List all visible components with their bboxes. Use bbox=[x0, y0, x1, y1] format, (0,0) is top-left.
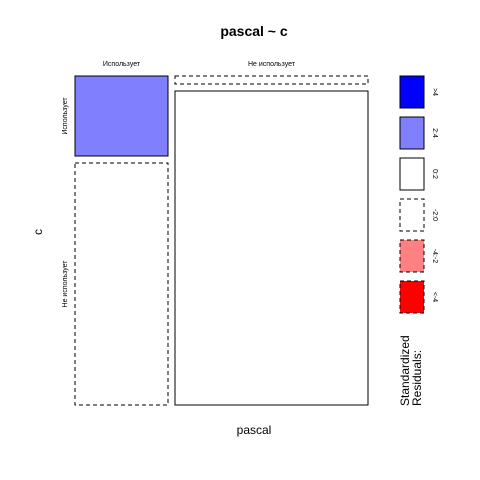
legend-label-4: -2:0 bbox=[431, 209, 438, 221]
x-tick-label-2: Не использует bbox=[248, 61, 296, 68]
y-tick-label-1: Использует bbox=[62, 97, 69, 135]
legend-swatch-2 bbox=[399, 116, 425, 150]
y-tick-label-2: Не использует bbox=[62, 260, 69, 308]
y-tick-labels: Использует Не использует bbox=[62, 97, 69, 308]
legend: >4 2:4 0:2 -2:0 -4:-2 <-4 bbox=[399, 75, 438, 314]
chart-title: pascal ~ c bbox=[220, 23, 288, 39]
legend-swatch-1 bbox=[399, 75, 425, 109]
legend-swatch-3 bbox=[399, 157, 425, 191]
legend-swatch-5 bbox=[399, 239, 425, 273]
legend-title-line-2: Residuals: bbox=[410, 350, 424, 406]
legend-label-3: 0:2 bbox=[431, 169, 438, 179]
x-tick-labels: Использует Не использует bbox=[103, 61, 296, 68]
legend-label-1: >4 bbox=[431, 88, 438, 96]
y-axis-label: c bbox=[31, 229, 45, 235]
mosaic-cell-4 bbox=[174, 90, 369, 406]
x-tick-label-1: Использует bbox=[103, 61, 141, 68]
legend-swatch-4 bbox=[399, 198, 425, 232]
legend-label-6: <-4 bbox=[431, 292, 438, 302]
legend-label-2: 2:4 bbox=[431, 128, 438, 138]
x-axis-label: pascal bbox=[237, 423, 272, 437]
mosaic-cell-1 bbox=[74, 75, 169, 157]
mosaic-cell-2 bbox=[74, 162, 169, 406]
legend-label-5: -4:-2 bbox=[431, 249, 438, 264]
mosaic-cells bbox=[74, 75, 369, 406]
legend-title-line-1: Standardized bbox=[398, 335, 412, 406]
legend-swatch-6 bbox=[399, 280, 425, 314]
mosaic-cell-3 bbox=[174, 75, 369, 85]
